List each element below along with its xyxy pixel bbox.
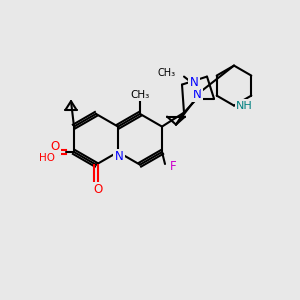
Text: N: N xyxy=(193,88,201,101)
Text: CH₃: CH₃ xyxy=(130,90,150,100)
Text: N: N xyxy=(115,151,123,164)
Text: CH₃: CH₃ xyxy=(158,68,176,78)
Text: F: F xyxy=(170,160,176,173)
Text: NH: NH xyxy=(236,100,252,111)
Text: O: O xyxy=(93,183,103,196)
Text: HO: HO xyxy=(39,153,55,163)
Text: O: O xyxy=(50,140,60,154)
Text: N: N xyxy=(190,76,198,89)
